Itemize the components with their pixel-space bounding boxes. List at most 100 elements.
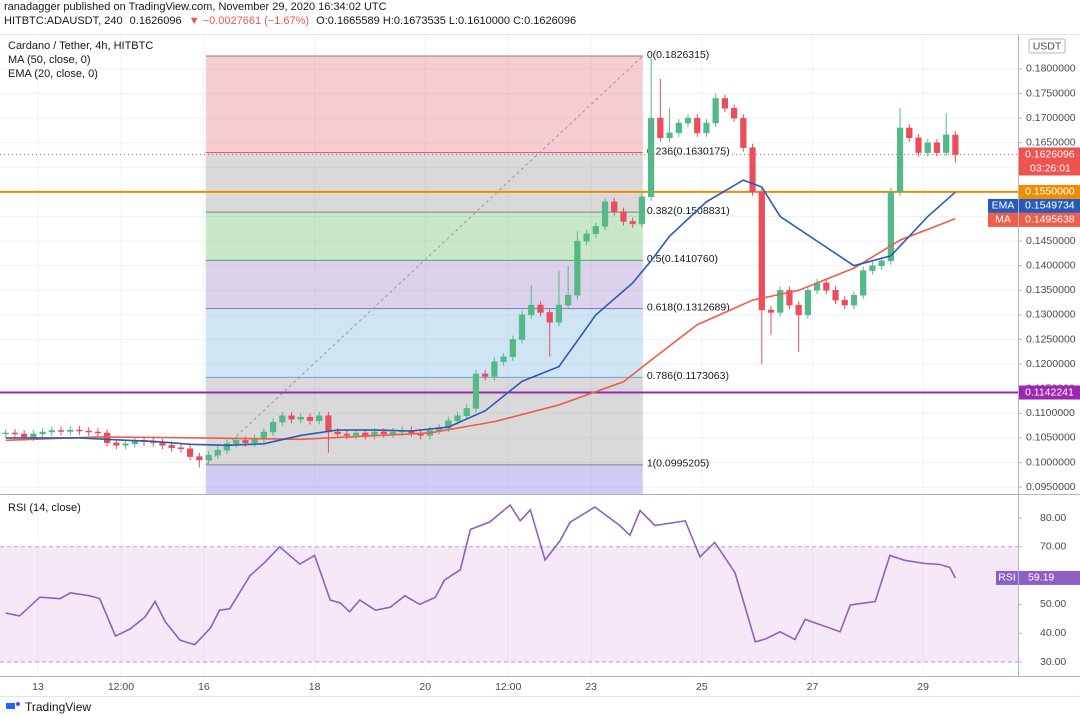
y-tick-label: 50.00 (1040, 598, 1066, 610)
fib-level-label: 1(0.0995205) (647, 458, 709, 470)
candle-body (528, 304, 535, 316)
candle-body (943, 134, 950, 153)
candle-body (906, 127, 913, 139)
candle-body (113, 442, 120, 446)
candle-body (352, 432, 360, 436)
candle-body (758, 191, 765, 311)
y-tick-label: 30.00 (1040, 656, 1066, 668)
published-line: ranadagger published on TradingView.com,… (4, 1, 387, 13)
candle-body (196, 456, 203, 461)
candle-body (666, 132, 673, 139)
candle-body (2, 432, 9, 435)
legend-symbol: Cardano / Tether, 4h, HITBTC (8, 40, 153, 52)
candle-body (749, 147, 756, 193)
fib-band (205, 152, 643, 213)
last-price: 0.1626096 (130, 15, 182, 27)
y-tick-label: 0.1350000 (1026, 284, 1076, 296)
y-tick-label: 0.0950000 (1026, 481, 1076, 493)
y-tick-label: 0.1250000 (1026, 333, 1076, 345)
fib-level-label: 0.382(0.1508831) (647, 205, 730, 217)
ohlc: O:0.1665589 H:0.1673535 L:0.1610000 C:0.… (316, 15, 576, 27)
fib-level-label: 0(0.1826315) (647, 49, 709, 61)
candle-body (795, 304, 802, 316)
candle-body (122, 443, 129, 446)
candle-body (288, 415, 295, 420)
candle-body (777, 290, 784, 313)
fib-level-label: 0.236(0.1630175) (647, 145, 730, 157)
y-tick-label: 40.00 (1040, 627, 1066, 639)
indicator-tag: EMA (992, 200, 1015, 212)
candle-body (269, 421, 277, 433)
candle-body (334, 431, 341, 435)
candle-body (454, 415, 461, 421)
price-tag-box (1019, 184, 1080, 199)
y-tick-label: 80.00 (1040, 512, 1066, 524)
candle-body (537, 304, 544, 313)
candle-body (57, 430, 65, 432)
y-tick-label: 0.1650000 (1026, 137, 1076, 149)
price-tag-box (1019, 198, 1080, 213)
candle-body (703, 122, 710, 134)
candle-body (325, 415, 332, 433)
x-tick-label: 16 (198, 681, 210, 693)
x-tick-label: 23 (585, 681, 597, 693)
candle-body (767, 309, 775, 313)
candle-body (316, 415, 323, 421)
candle-body (518, 314, 526, 340)
x-tick-label: 12:00 (108, 681, 134, 693)
candle-body (731, 108, 738, 119)
candle-body (445, 420, 452, 429)
candle-body (39, 431, 46, 435)
candle-body (924, 142, 931, 153)
candle-body (592, 226, 599, 234)
candle-body (740, 117, 747, 148)
candle-body (933, 142, 941, 153)
price-tag: 0.1550000 (1025, 186, 1075, 198)
candle-body (30, 433, 37, 438)
legend-entry: EMA (20, close, 0) (8, 68, 98, 80)
candle-body (952, 134, 959, 155)
countdown: 03:26:01 (1030, 162, 1071, 174)
symbol-line: HITBTC:ADAUSDT, 240 0.1626096 ▼ −0.00276… (4, 15, 576, 27)
candle-body (804, 290, 811, 316)
candle-body (583, 233, 590, 242)
indicator-tag-box (996, 570, 1018, 585)
candle-body (887, 191, 894, 262)
price-tag: 59.19 (1028, 572, 1054, 584)
y-tick-label: 0.1450000 (1026, 235, 1076, 247)
main-pane: 0(0.1826315) 0.236(0.1630175) 0.382(0.1508… (0, 35, 1018, 494)
candle-body (187, 448, 194, 457)
indicator-tag-box (988, 198, 1018, 213)
candle-body (159, 442, 166, 446)
y-tick-label: 0.1800000 (1026, 63, 1076, 75)
candle-body (242, 440, 249, 444)
fib-band (205, 377, 643, 465)
candle-body (869, 265, 876, 271)
x-tick-label: 20 (419, 681, 431, 693)
candle-body (104, 432, 111, 444)
candle-body (306, 416, 314, 421)
x-tick-label: 18 (309, 681, 321, 693)
candle-body (500, 356, 507, 362)
fib-band (205, 308, 643, 378)
fib-level-label: 0.618(0.1312689) (647, 301, 730, 313)
y-tick-label: 0.1700000 (1026, 112, 1076, 124)
candle-body (841, 299, 848, 306)
candle-body (223, 443, 231, 451)
currency-badge: USDT (1033, 40, 1062, 52)
candle-body (611, 201, 618, 212)
y-tick-label: 0.1400000 (1026, 259, 1076, 271)
x-tick-label: 13 (32, 681, 44, 693)
fib-band (205, 55, 643, 153)
indicator-tag: MA (995, 214, 1011, 226)
price-tag-box (1019, 212, 1080, 227)
fib-level-label: 0.5(0.1410760) (647, 253, 718, 265)
candle-body (850, 294, 858, 306)
y-tick-label: 0.1000000 (1026, 456, 1076, 468)
y-tick-label: 0.1100000 (1026, 407, 1075, 419)
y-tick-label: 70.00 (1040, 541, 1066, 553)
candle-body (555, 304, 563, 323)
candle-body (214, 449, 221, 456)
candle-body (279, 415, 286, 423)
currency-badge-box (1028, 38, 1066, 54)
